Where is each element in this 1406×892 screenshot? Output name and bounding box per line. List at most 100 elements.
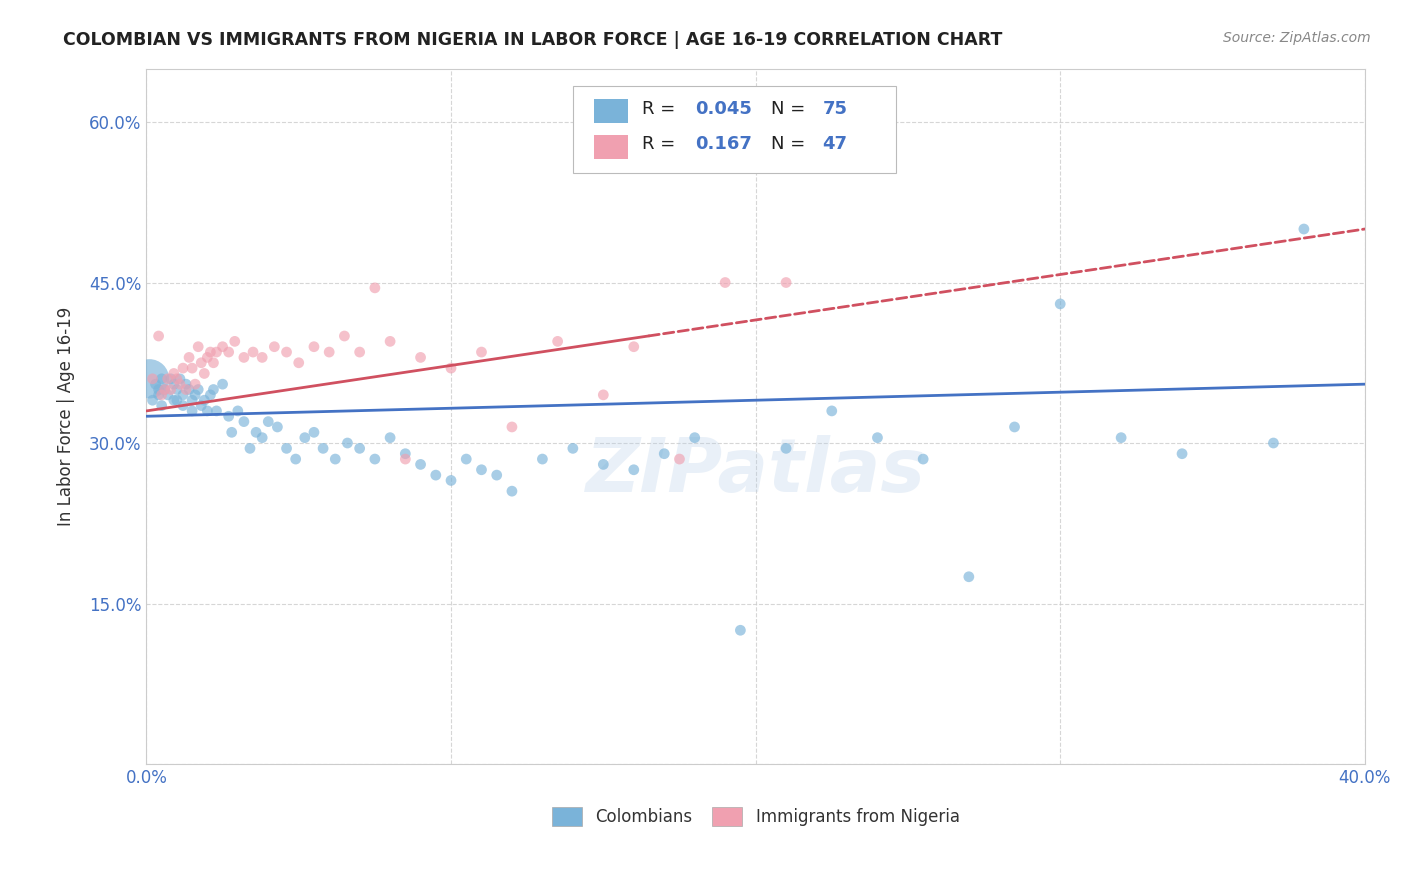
Point: [263, 340, 285, 354]
Point: [1292, 222, 1315, 236]
Point: [957, 570, 980, 584]
Point: [163, 367, 186, 381]
Point: [141, 393, 163, 408]
Point: [378, 431, 401, 445]
Point: [184, 377, 207, 392]
Point: [257, 415, 280, 429]
Point: [318, 345, 340, 359]
Point: [561, 442, 583, 456]
Y-axis label: In Labor Force | Age 16-19: In Labor Force | Age 16-19: [58, 307, 75, 526]
Point: [250, 431, 273, 445]
Point: [177, 383, 200, 397]
Point: [159, 372, 181, 386]
Point: [148, 329, 170, 343]
Text: R =: R =: [643, 135, 682, 153]
Point: [148, 383, 170, 397]
Point: [1004, 420, 1026, 434]
FancyBboxPatch shape: [593, 99, 627, 123]
Text: COLOMBIAN VS IMMIGRANTS FROM NIGERIA IN LABOR FORCE | AGE 16-19 CORRELATION CHAR: COLOMBIAN VS IMMIGRANTS FROM NIGERIA IN …: [63, 31, 1002, 49]
Point: [730, 624, 752, 638]
Text: 0.045: 0.045: [695, 100, 752, 118]
Point: [485, 468, 508, 483]
Point: [250, 351, 273, 365]
Point: [202, 356, 225, 370]
Legend: Colombians, Immigrants from Nigeria: Colombians, Immigrants from Nigeria: [546, 800, 966, 833]
Point: [159, 383, 181, 397]
Point: [276, 442, 298, 456]
Point: [187, 340, 209, 354]
Point: [394, 452, 416, 467]
Point: [166, 372, 188, 386]
Point: [221, 425, 243, 440]
Point: [440, 361, 463, 376]
Point: [1171, 447, 1194, 461]
Point: [284, 452, 307, 467]
Point: [232, 351, 254, 365]
Point: [1049, 297, 1071, 311]
Point: [409, 458, 432, 472]
Point: [150, 388, 173, 402]
Point: [177, 351, 200, 365]
Point: [193, 367, 215, 381]
Point: [1109, 431, 1132, 445]
Point: [714, 276, 737, 290]
Point: [211, 340, 233, 354]
Point: [821, 404, 844, 418]
Point: [623, 340, 645, 354]
Point: [239, 442, 262, 456]
Point: [156, 372, 179, 386]
Point: [912, 452, 935, 467]
Point: [547, 334, 569, 349]
Point: [181, 404, 204, 418]
Point: [683, 431, 706, 445]
Point: [166, 383, 188, 397]
Point: [190, 356, 212, 370]
Point: [181, 393, 204, 408]
Point: [276, 345, 298, 359]
Point: [440, 474, 463, 488]
Text: 0.167: 0.167: [695, 135, 752, 153]
Point: [138, 372, 160, 386]
Point: [205, 404, 228, 418]
Point: [668, 452, 690, 467]
Point: [349, 345, 371, 359]
Point: [195, 404, 218, 418]
Point: [336, 436, 359, 450]
Point: [187, 383, 209, 397]
Point: [652, 447, 675, 461]
Point: [323, 452, 346, 467]
Point: [592, 388, 614, 402]
Point: [218, 345, 240, 359]
Text: 75: 75: [823, 100, 848, 118]
Point: [181, 361, 204, 376]
Point: [501, 484, 523, 499]
Point: [312, 442, 335, 456]
Point: [156, 388, 179, 402]
Point: [775, 442, 797, 456]
Point: [592, 458, 614, 472]
Point: [287, 356, 309, 370]
Point: [193, 393, 215, 408]
Point: [378, 334, 401, 349]
Point: [145, 377, 167, 392]
Point: [531, 452, 554, 467]
Point: [172, 399, 194, 413]
Point: [470, 463, 492, 477]
Point: [150, 399, 173, 413]
Point: [166, 393, 188, 408]
Point: [866, 431, 889, 445]
Point: [470, 345, 492, 359]
Text: N =: N =: [772, 135, 811, 153]
Text: R =: R =: [643, 100, 682, 118]
Point: [211, 377, 233, 392]
Point: [224, 334, 246, 349]
Point: [333, 329, 356, 343]
Point: [148, 388, 170, 402]
Point: [172, 361, 194, 376]
FancyBboxPatch shape: [572, 86, 896, 173]
FancyBboxPatch shape: [593, 135, 627, 159]
Point: [409, 351, 432, 365]
Point: [245, 425, 267, 440]
Point: [294, 431, 316, 445]
Point: [266, 420, 288, 434]
